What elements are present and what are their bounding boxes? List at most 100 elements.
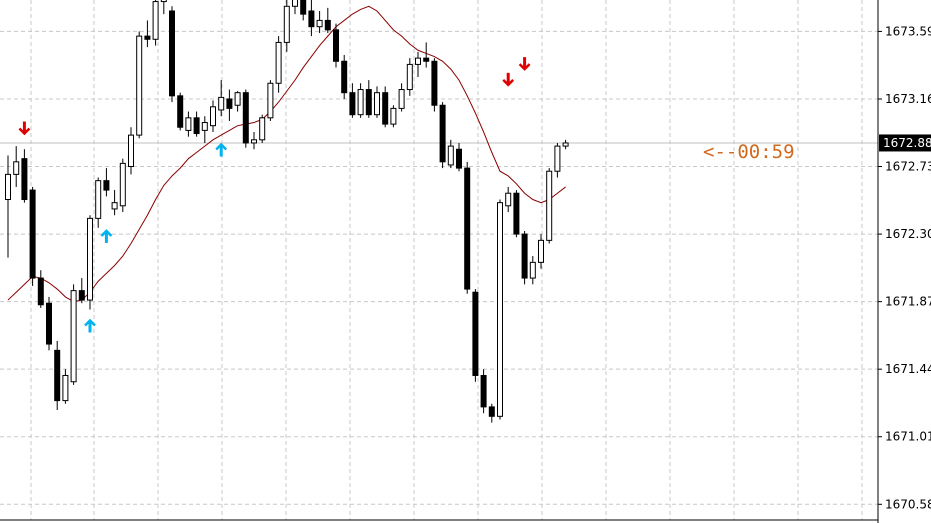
candle: [365, 80, 372, 118]
candle: [308, 0, 315, 37]
candle-body-bearish: [365, 89, 372, 116]
price-axis-ticks: 1673.59 1673.16 1672.73 1672.30 1671.87 1671.…: [878, 24, 931, 511]
candle-body-bullish: [201, 122, 208, 131]
candle-body-bullish: [529, 261, 536, 279]
candle: [292, 0, 298, 15]
candle-body-bearish: [242, 92, 249, 144]
candle-countdown-timer: <--00:59: [703, 141, 795, 163]
chart-grid: [0, 0, 878, 520]
candle: [103, 168, 110, 197]
candle-body-bullish: [119, 162, 126, 207]
buy-arrow-icon: [100, 229, 113, 243]
candle: [78, 278, 85, 304]
candle: [242, 89, 249, 148]
candle-body-bearish: [324, 19, 331, 31]
candle: [316, 10, 323, 33]
candle-body-bullish: [87, 217, 93, 301]
price-tick-label: 1672.30: [885, 227, 931, 241]
candle: [480, 369, 487, 414]
arrow-head: [518, 63, 531, 71]
price-tick-label: 1671.01: [885, 430, 931, 444]
candle-body-bearish: [456, 148, 462, 169]
arrow-head: [502, 78, 515, 87]
price-scale-background: [878, 0, 931, 523]
candle: [488, 403, 495, 423]
candle-body-bearish: [464, 167, 471, 290]
candle: [62, 369, 69, 404]
candle: [513, 190, 520, 238]
candle: [562, 139, 569, 150]
candle-body-bullish: [415, 57, 421, 65]
price-tick-label: 1672.73: [885, 160, 931, 174]
candle-body-bullish: [128, 134, 134, 168]
sell-arrow-icon: [518, 57, 531, 71]
candle: [275, 36, 282, 93]
price-tick-label: 1671.44: [885, 362, 931, 376]
buy-arrow-icon: [84, 318, 96, 333]
candle-body-bearish: [333, 29, 339, 62]
current-price-marker: 1672.88: [879, 134, 931, 152]
candle: [300, 0, 307, 21]
candle: [529, 256, 536, 285]
candle-body-bullish: [357, 89, 364, 116]
candle-body-bearish: [144, 35, 151, 40]
candle: [128, 127, 134, 175]
candle: [415, 51, 421, 77]
arrow-head: [100, 229, 113, 237]
candle-body-bullish: [136, 35, 143, 136]
candle: [169, 6, 175, 103]
candle: [234, 91, 241, 112]
candle-body-bullish: [259, 117, 266, 141]
candle-body-bullish: [185, 117, 192, 131]
price-tick-label: 1671.87: [885, 295, 931, 309]
candle: [95, 177, 102, 228]
arrow-head: [215, 142, 228, 151]
candle-body-bullish: [538, 239, 544, 263]
candle-body-bearish: [193, 117, 200, 135]
candle: [160, 0, 167, 15]
candle: [521, 230, 528, 285]
candle: [423, 42, 430, 68]
candle-body-bullish: [374, 92, 380, 116]
candle-body-bullish: [497, 202, 503, 417]
candle-body-bullish: [546, 170, 553, 241]
candle-body-bullish: [160, 0, 167, 3]
candle-body-bearish: [439, 104, 446, 163]
buy-arrow-icon: [215, 142, 228, 157]
signal-arrows-layer: [18, 57, 531, 333]
candle: [218, 80, 225, 117]
candle-body-bullish: [234, 92, 241, 106]
candle: [13, 146, 20, 187]
candle: [283, 0, 290, 52]
candle: [111, 190, 118, 216]
current-price-label: 1672.88: [883, 136, 931, 150]
candle: [406, 58, 413, 96]
candle-body-bearish: [300, 0, 307, 15]
candle-body-bullish: [447, 145, 454, 166]
candle-body-bearish: [488, 406, 495, 417]
candle-body-bearish: [29, 189, 36, 279]
price-tick-label: 1673.59: [885, 24, 931, 38]
candle-body-bullish: [292, 0, 298, 7]
candle-body-bullish: [5, 173, 11, 201]
sell-arrow-icon: [502, 72, 515, 87]
candle: [505, 186, 512, 213]
candle: [349, 83, 356, 118]
candle: [382, 86, 389, 128]
candle-body-bearish: [513, 192, 520, 235]
candle-body-bearish: [431, 60, 438, 106]
candle: [333, 23, 339, 68]
candle: [54, 340, 61, 411]
candle: [70, 284, 77, 385]
candle: [357, 83, 364, 118]
candle-body-bullish: [95, 180, 102, 219]
candle: [538, 234, 544, 269]
candle: [37, 270, 44, 308]
candle: [251, 131, 257, 150]
candle: [374, 86, 380, 118]
candle: [431, 58, 438, 112]
candle-body-bullish: [390, 107, 397, 125]
candle-body-bearish: [423, 57, 430, 62]
candle: [398, 83, 405, 112]
